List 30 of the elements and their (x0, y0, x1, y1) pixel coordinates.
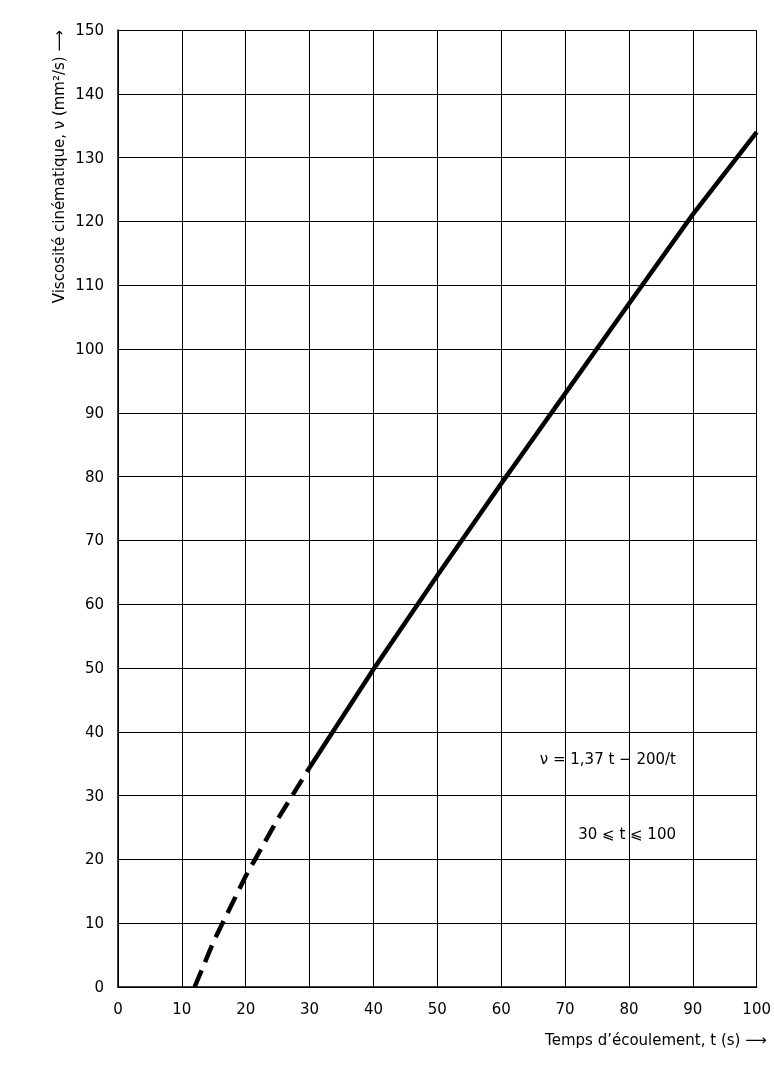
y-tick-label: 110 (75, 276, 104, 295)
x-tick-label: 50 (427, 999, 447, 1018)
y-tick-label: 40 (84, 722, 104, 741)
annotation: 30 ⩽ t ⩽ 100 (578, 824, 676, 843)
x-tick-label: 0 (113, 999, 123, 1018)
y-axis-title: Viscosité cinématique, ν (mm²/s) ⟶ (49, 30, 68, 304)
y-tick-label: 10 (84, 914, 104, 933)
y-tick-label: 130 (75, 148, 104, 167)
y-tick-label: 150 (75, 21, 104, 39)
x-tick-label: 40 (363, 999, 384, 1018)
x-tick-label: 30 (300, 999, 320, 1018)
y-tick-label: 100 (75, 340, 104, 358)
x-tick-label: 60 (491, 999, 511, 1018)
y-tick-label: 20 (84, 850, 104, 869)
y-tick-label: 30 (84, 786, 104, 805)
y-tick-label: 80 (84, 467, 104, 486)
x-tick-label: 80 (619, 999, 639, 1018)
x-tick-label: 10 (172, 999, 192, 1018)
x-tick-label: 20 (236, 999, 256, 1018)
y-tick-label: 0 (94, 978, 104, 996)
y-tick-label: 140 (75, 84, 104, 103)
x-tick-label: 100 (742, 999, 772, 1018)
x-axis-title: Temps d’écoulement, t (s) ⟶ (544, 1030, 767, 1049)
y-tick-label: 60 (84, 595, 104, 614)
x-tick-label: 90 (683, 999, 703, 1018)
x-tick-label: 70 (555, 999, 575, 1018)
y-tick-label: 70 (84, 531, 104, 550)
y-tick-label: 120 (75, 212, 104, 231)
y-tick-label: 90 (84, 403, 104, 422)
y-tick-label: 50 (84, 659, 104, 677)
